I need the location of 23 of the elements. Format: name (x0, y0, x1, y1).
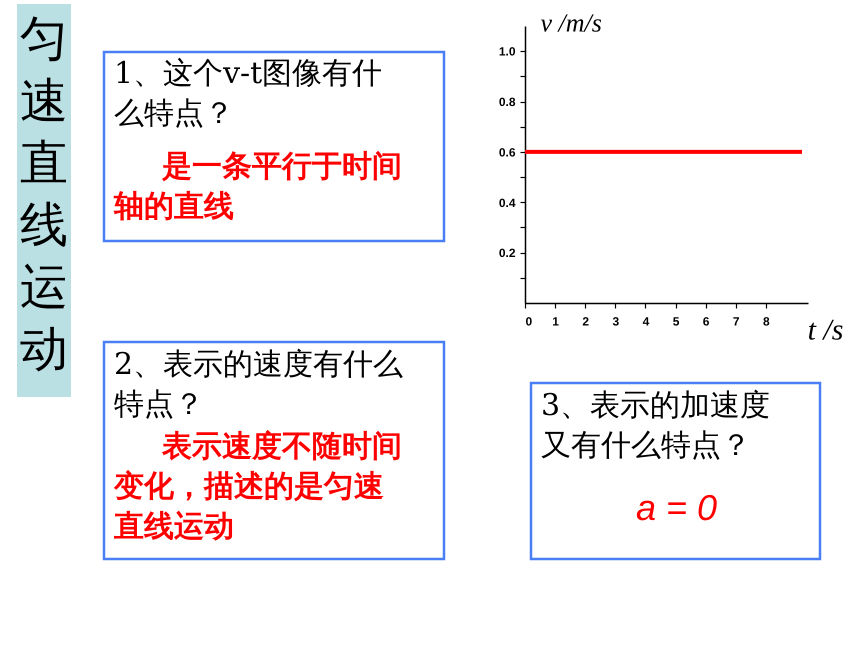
y-tick-label: 0.8 (498, 95, 516, 110)
y-tick-label: 1.0 (498, 44, 516, 59)
y-tick-label: 0.2 (498, 246, 516, 260)
x-tick-label: 1 (552, 314, 560, 328)
text: 2、表示的速度有什么特点？ (114, 347, 404, 422)
x-tick-label: 7 (732, 314, 740, 328)
text: 匀速直线运动 (20, 11, 68, 377)
x-tick-label: 4 (642, 314, 650, 328)
x-tick-label: 0 (526, 314, 532, 328)
text: 1、这个v-t图像有什么特点？ (114, 56, 382, 131)
x-tick-label: 2 (582, 314, 590, 328)
x-tick-label: 5 (672, 314, 680, 328)
text: 是一条平行于时间轴的直线 (113, 149, 402, 224)
text: a = 0 (636, 487, 718, 528)
y-tick-label: 0.4 (498, 196, 516, 210)
y-tick-label: 0.6 (498, 145, 516, 160)
text: 3、表示的加速度又有什么特点？ (541, 388, 770, 463)
y-axis-title: v /m/s (540, 8, 602, 38)
x-axis-title: t /s (808, 314, 844, 346)
text: 表示速度不随时间变化，描述的是匀速直线运动 (113, 429, 402, 544)
x-tick-label: 6 (702, 314, 710, 328)
x-tick-label: 8 (763, 314, 770, 328)
x-tick-label: 3 (612, 314, 620, 328)
